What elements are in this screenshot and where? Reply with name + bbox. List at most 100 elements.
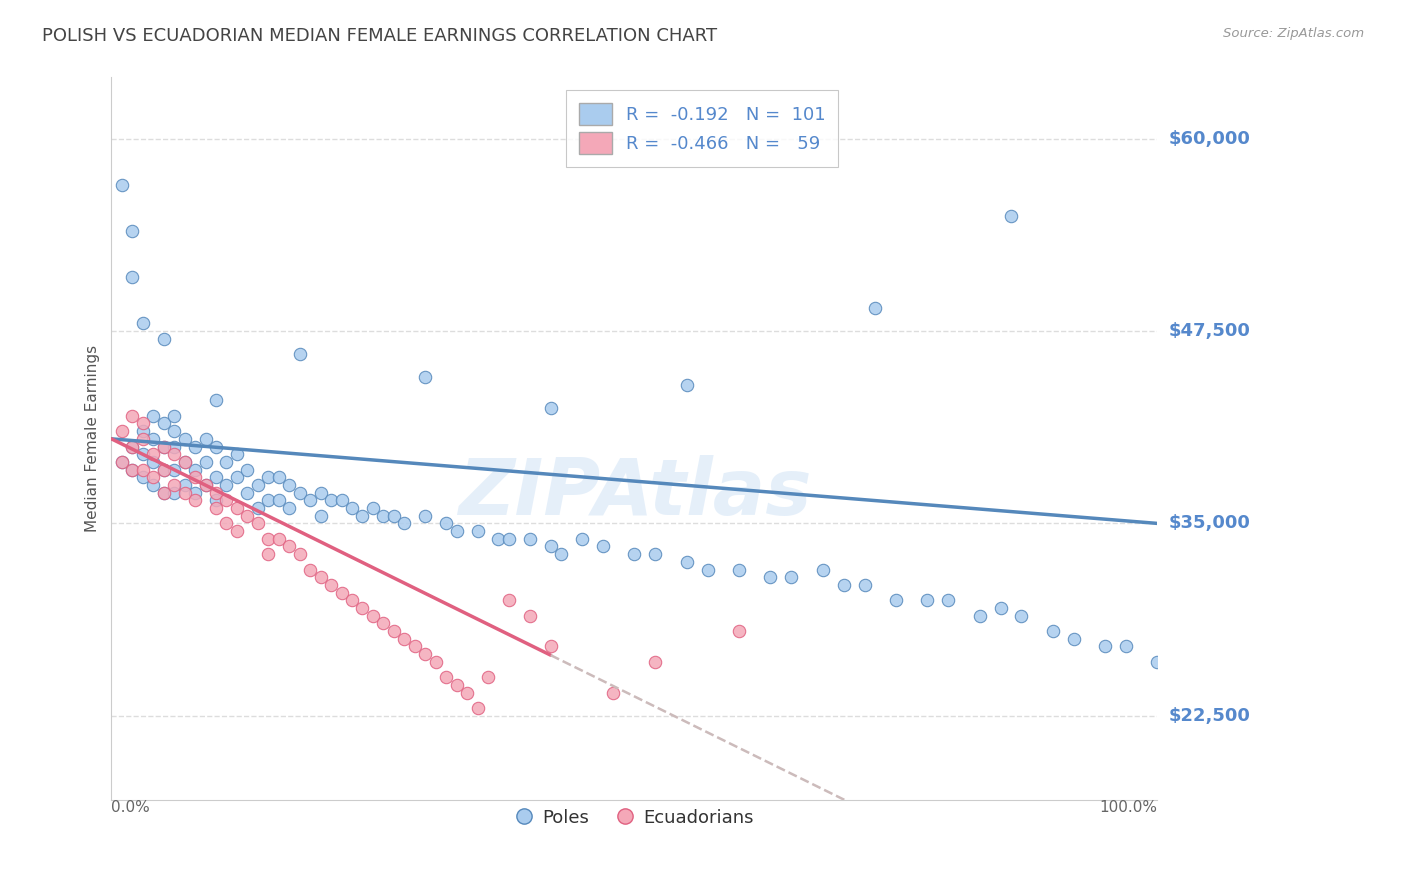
- Point: [278, 501, 301, 516]
- Text: 100.0%: 100.0%: [1099, 800, 1157, 815]
- Point: [142, 470, 165, 484]
- Text: POLISH VS ECUADORIAN MEDIAN FEMALE EARNINGS CORRELATION CHART: POLISH VS ECUADORIAN MEDIAN FEMALE EARNI…: [42, 27, 717, 45]
- Point: [163, 424, 186, 438]
- Point: [173, 478, 195, 492]
- Point: [602, 685, 624, 699]
- Point: [111, 424, 134, 438]
- Point: [163, 409, 186, 423]
- Point: [1000, 209, 1022, 223]
- Point: [675, 555, 697, 569]
- Point: [121, 224, 143, 238]
- Point: [121, 409, 143, 423]
- Point: [215, 478, 238, 492]
- Point: [340, 593, 363, 607]
- Point: [361, 501, 384, 516]
- Point: [382, 508, 405, 523]
- Point: [413, 370, 436, 384]
- Point: [152, 332, 174, 346]
- Point: [675, 378, 697, 392]
- Point: [759, 570, 782, 584]
- Text: 0.0%: 0.0%: [111, 800, 150, 815]
- Point: [184, 470, 207, 484]
- Point: [540, 540, 562, 554]
- Point: [644, 547, 666, 561]
- Point: [456, 685, 478, 699]
- Text: $35,000: $35,000: [1168, 515, 1250, 533]
- Point: [519, 608, 541, 623]
- Point: [257, 470, 280, 484]
- Point: [163, 485, 186, 500]
- Point: [446, 524, 468, 538]
- Point: [257, 532, 280, 546]
- Point: [121, 462, 143, 476]
- Point: [498, 593, 520, 607]
- Point: [205, 501, 228, 516]
- Point: [152, 462, 174, 476]
- Legend: Poles, Ecuadorians: Poles, Ecuadorians: [508, 802, 761, 835]
- Point: [1010, 608, 1032, 623]
- Point: [884, 593, 907, 607]
- Point: [434, 516, 457, 531]
- Point: [111, 455, 134, 469]
- Point: [863, 301, 886, 315]
- Point: [152, 417, 174, 431]
- Point: [832, 578, 855, 592]
- Point: [132, 432, 155, 446]
- Point: [394, 516, 416, 531]
- Point: [404, 640, 426, 654]
- Point: [278, 540, 301, 554]
- Point: [142, 455, 165, 469]
- Point: [936, 593, 959, 607]
- Point: [173, 455, 195, 469]
- Point: [780, 570, 803, 584]
- Point: [413, 508, 436, 523]
- Point: [550, 547, 572, 561]
- Text: Source: ZipAtlas.com: Source: ZipAtlas.com: [1223, 27, 1364, 40]
- Point: [184, 493, 207, 508]
- Point: [132, 317, 155, 331]
- Point: [467, 701, 489, 715]
- Point: [644, 655, 666, 669]
- Point: [184, 440, 207, 454]
- Point: [194, 478, 217, 492]
- Point: [205, 440, 228, 454]
- Point: [163, 462, 186, 476]
- Point: [425, 655, 447, 669]
- Point: [446, 678, 468, 692]
- Point: [728, 624, 751, 638]
- Point: [969, 608, 991, 623]
- Point: [1146, 655, 1168, 669]
- Point: [540, 640, 562, 654]
- Point: [194, 478, 217, 492]
- Point: [340, 501, 363, 516]
- Text: $22,500: $22,500: [1168, 706, 1250, 724]
- Point: [309, 508, 332, 523]
- Point: [215, 455, 238, 469]
- Point: [152, 440, 174, 454]
- Point: [990, 601, 1012, 615]
- Point: [173, 432, 195, 446]
- Point: [623, 547, 645, 561]
- Point: [163, 478, 186, 492]
- Point: [236, 462, 259, 476]
- Point: [728, 563, 751, 577]
- Point: [811, 563, 834, 577]
- Point: [288, 347, 311, 361]
- Point: [467, 524, 489, 538]
- Point: [477, 670, 499, 684]
- Point: [1115, 640, 1137, 654]
- Point: [142, 432, 165, 446]
- Point: [1063, 632, 1085, 646]
- Point: [267, 493, 290, 508]
- Point: [111, 178, 134, 192]
- Point: [257, 493, 280, 508]
- Point: [173, 485, 195, 500]
- Point: [215, 493, 238, 508]
- Point: [540, 401, 562, 415]
- Point: [226, 447, 249, 461]
- Point: [696, 563, 718, 577]
- Point: [205, 393, 228, 408]
- Point: [132, 462, 155, 476]
- Point: [132, 447, 155, 461]
- Point: [352, 508, 374, 523]
